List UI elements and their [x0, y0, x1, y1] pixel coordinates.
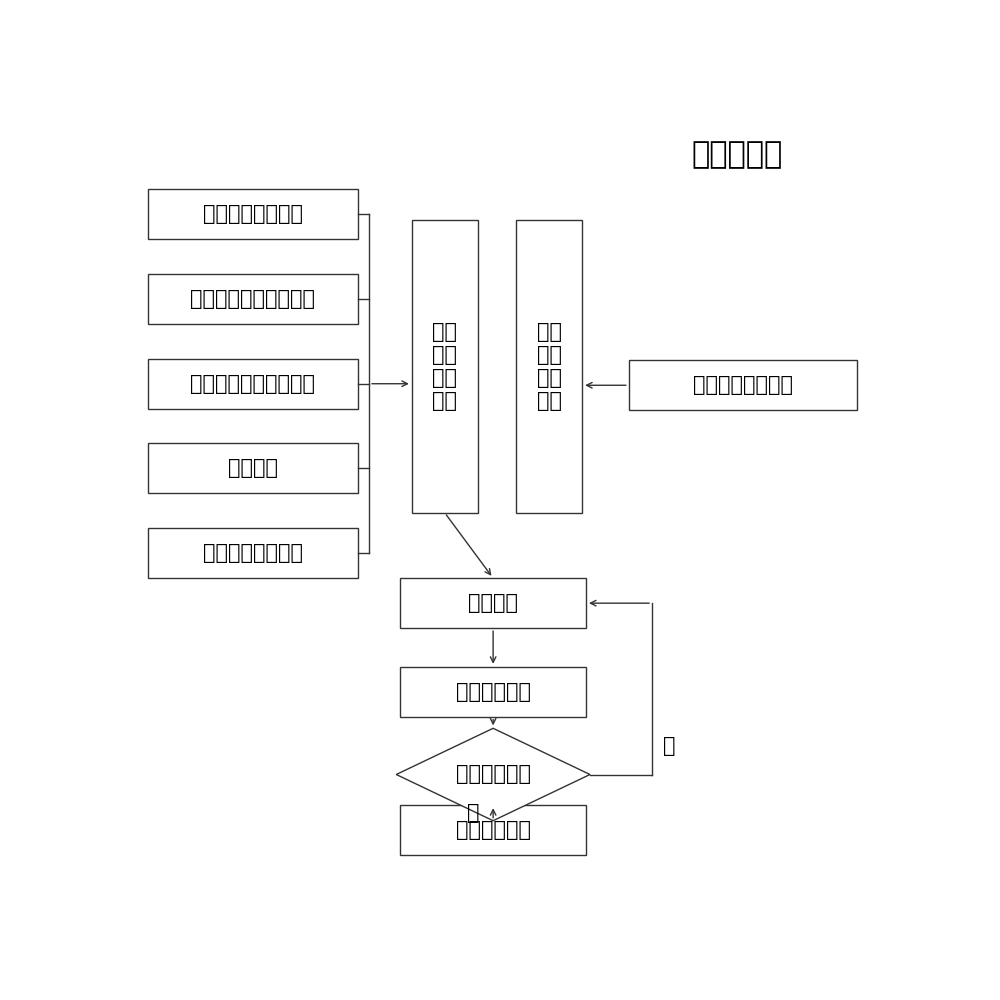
Text: 判断是否合理: 判断是否合理 [456, 764, 531, 784]
FancyBboxPatch shape [148, 528, 358, 578]
FancyBboxPatch shape [400, 805, 586, 855]
FancyBboxPatch shape [400, 667, 586, 717]
Text: 风机盘管放热规律: 风机盘管放热规律 [693, 375, 793, 395]
FancyBboxPatch shape [400, 578, 586, 628]
Text: 是: 是 [467, 803, 480, 823]
FancyBboxPatch shape [148, 443, 358, 493]
Text: 建筑
物热
环境
模型: 建筑 物热 环境 模型 [432, 322, 457, 411]
Text: 否: 否 [663, 736, 675, 756]
Text: 周期太阳散射辐射强度: 周期太阳散射辐射强度 [190, 374, 315, 394]
Text: 周期太阳直射辐射强度: 周期太阳直射辐射强度 [190, 289, 315, 309]
FancyBboxPatch shape [516, 220, 582, 513]
Text: 建立传递函数: 建立传递函数 [456, 682, 531, 702]
Text: 风机
盘管
间歇
采暖: 风机 盘管 间歇 采暖 [537, 322, 562, 411]
Text: 选取控制方法: 选取控制方法 [456, 820, 531, 840]
FancyBboxPatch shape [148, 274, 358, 324]
Text: 建筑热环境: 建筑热环境 [692, 140, 783, 169]
Text: 墙体蓄热放热规律: 墙体蓄热放热规律 [203, 543, 303, 563]
FancyBboxPatch shape [412, 220, 478, 513]
FancyBboxPatch shape [148, 189, 358, 239]
Polygon shape [396, 728, 590, 821]
Text: 物理建模: 物理建模 [468, 593, 518, 613]
FancyBboxPatch shape [148, 359, 358, 409]
Text: 室内扰动: 室内扰动 [228, 458, 278, 478]
FancyBboxPatch shape [629, 360, 857, 410]
Text: 周期室外空气温度: 周期室外空气温度 [203, 204, 303, 224]
